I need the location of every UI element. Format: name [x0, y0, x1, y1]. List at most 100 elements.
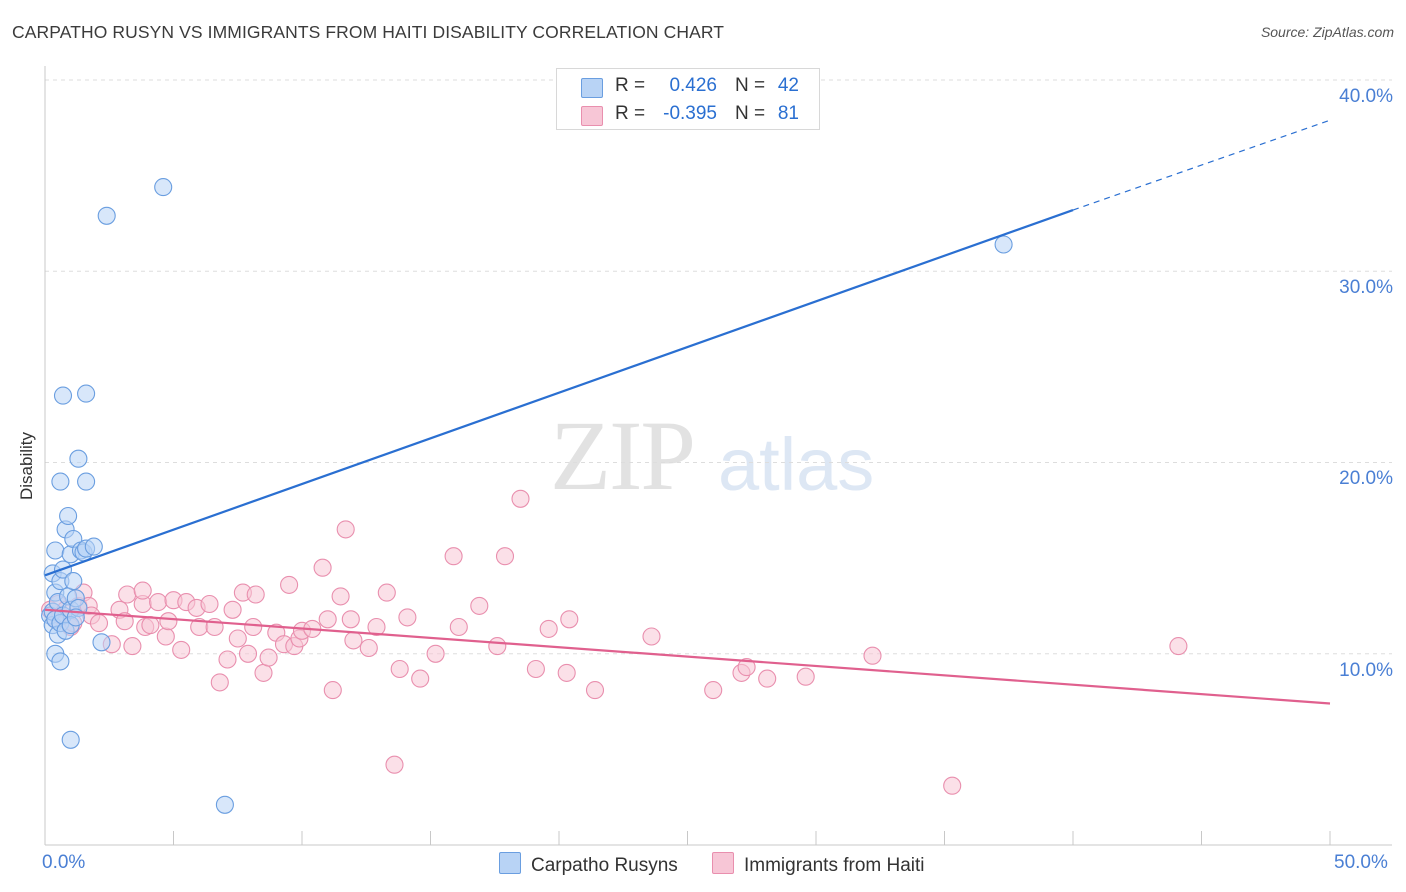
- haiti-point: [863, 646, 882, 665]
- haiti-point: [223, 600, 242, 619]
- haiti-point: [449, 617, 468, 637]
- haiti-point: [259, 648, 278, 667]
- axis-layer: [44, 66, 1392, 846]
- carpatho-trend-line: [44, 209, 1074, 577]
- carpatho-point: [53, 386, 73, 405]
- haiti-point: [336, 520, 355, 539]
- legend-n-value: 42: [777, 75, 799, 96]
- bottom-legend-haiti: Immigrants from Haiti: [712, 852, 925, 877]
- chart-title: CARPATHO RUSYN VS IMMIGRANTS FROM HAITI …: [12, 22, 725, 42]
- haiti-point: [218, 650, 237, 669]
- carpatho-point: [51, 652, 70, 671]
- haiti-point: [313, 558, 332, 577]
- carpatho-point: [84, 537, 103, 556]
- haiti-point: [318, 610, 337, 629]
- haiti-point: [444, 547, 463, 566]
- carpatho-point: [994, 235, 1013, 254]
- haiti-point: [149, 593, 168, 612]
- haiti-point: [244, 617, 263, 637]
- legend-swatch-pink: [581, 106, 603, 126]
- y-tick-label-20: 20.0%: [1339, 468, 1393, 489]
- carpatho-point: [64, 572, 83, 591]
- carpatho-point: [215, 795, 234, 814]
- haiti-point: [758, 669, 777, 688]
- haiti-point: [367, 617, 386, 637]
- legend-row-haiti: R = -0.395 N = 81: [557, 100, 819, 128]
- legend-r-label: R =: [615, 75, 646, 96]
- haiti-point: [390, 659, 409, 679]
- bottom-legend-swatch-blue: [499, 852, 521, 874]
- haiti-point: [254, 663, 273, 682]
- haiti-point: [89, 614, 109, 633]
- bottom-legend-swatch-pink: [712, 852, 734, 874]
- y-tick-label-40: 40.0%: [1339, 86, 1393, 107]
- legend-r-label: R =: [615, 103, 646, 124]
- legend-n-label: N =: [735, 75, 766, 96]
- haiti-point: [280, 575, 299, 594]
- haiti-point: [210, 673, 229, 692]
- carpatho-point: [51, 472, 70, 491]
- haiti-point: [557, 663, 576, 682]
- haiti-point: [159, 612, 178, 631]
- haiti-point: [118, 585, 137, 604]
- carpatho-point: [69, 449, 88, 468]
- x-tick-label-min: 0.0%: [42, 852, 86, 873]
- bottom-legend-carpatho: Carpatho Rusyns: [499, 852, 678, 877]
- haiti-point: [585, 681, 605, 700]
- haiti-point: [539, 619, 558, 638]
- haiti-point: [511, 489, 530, 508]
- haiti-point: [172, 640, 191, 659]
- haiti-point: [737, 658, 756, 677]
- haiti-point: [246, 585, 265, 604]
- haiti-point: [238, 644, 258, 663]
- carpatho-point: [61, 730, 80, 749]
- carpatho-trend-extension: [1072, 119, 1331, 211]
- haiti-point: [331, 587, 350, 606]
- haiti-point: [377, 583, 396, 602]
- watermark-atlas: atlas: [718, 423, 875, 506]
- correlation-legend: R = 0.426 N = 42 R = -0.395 N = 81: [556, 68, 820, 130]
- y-tick-label-30: 30.0%: [1339, 277, 1393, 298]
- y-axis-label: Disability: [17, 431, 36, 501]
- carpatho-point: [77, 384, 96, 403]
- source-label: Source: ZipAtlas.com: [1260, 24, 1394, 40]
- legend-r-value: 0.426: [669, 75, 717, 96]
- legend-swatch-blue: [581, 78, 603, 98]
- carpatho-point: [46, 541, 65, 560]
- haiti-point: [411, 669, 430, 688]
- haiti-point: [323, 681, 342, 700]
- haiti-point: [141, 616, 160, 635]
- haiti-point: [228, 629, 247, 648]
- legend-n-value: 81: [777, 103, 799, 124]
- y-tick-label-10: 10.0%: [1339, 660, 1393, 681]
- haiti-point: [526, 659, 545, 679]
- series-carpatho-points: [41, 178, 1013, 814]
- bottom-legend-label-haiti: Immigrants from Haiti: [744, 855, 925, 876]
- carpatho-point: [92, 633, 111, 652]
- watermark-zip: ZIP: [550, 400, 696, 511]
- haiti-point: [704, 681, 723, 700]
- trend-layer: [44, 119, 1331, 705]
- carpatho-point: [154, 178, 173, 197]
- haiti-point: [341, 610, 360, 629]
- haiti-point: [1169, 637, 1188, 656]
- legend-r-value: -0.395: [663, 103, 717, 124]
- carpatho-point: [59, 506, 78, 526]
- series-haiti-points: [41, 489, 1188, 795]
- haiti-point: [470, 596, 489, 615]
- haiti-point: [133, 581, 152, 600]
- haiti-point: [426, 644, 445, 663]
- haiti-point: [123, 637, 142, 656]
- haiti-point: [156, 627, 175, 646]
- haiti-point: [344, 631, 363, 650]
- haiti-point: [488, 637, 507, 656]
- carpatho-point: [77, 472, 96, 491]
- x-tick-label-max: 50.0%: [1334, 852, 1388, 873]
- legend-n-label: N =: [735, 103, 766, 124]
- haiti-point: [385, 755, 404, 774]
- carpatho-point: [97, 206, 116, 225]
- haiti-trend-line: [44, 608, 1331, 705]
- haiti-point: [200, 594, 219, 614]
- haiti-point: [796, 667, 815, 686]
